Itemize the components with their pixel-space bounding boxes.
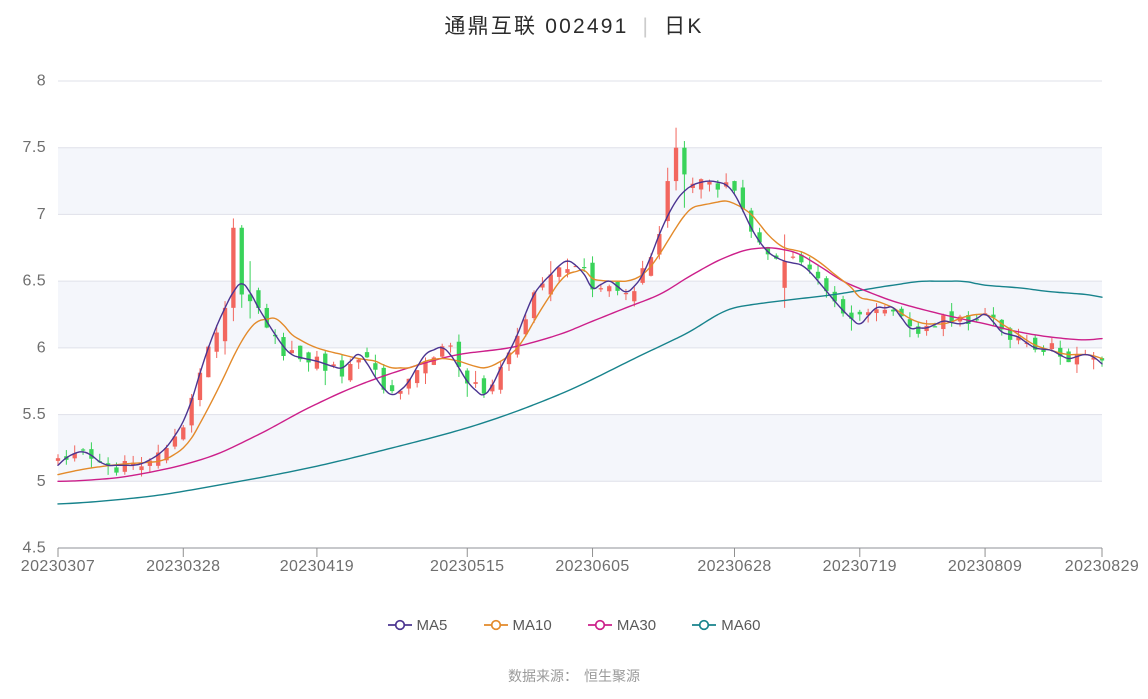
svg-text:20230605: 20230605 (555, 558, 629, 575)
svg-text:8: 8 (37, 73, 46, 90)
svg-text:7: 7 (37, 206, 46, 223)
svg-text:20230419: 20230419 (280, 558, 354, 575)
svg-text:5: 5 (37, 473, 46, 490)
svg-text:20230829: 20230829 (1065, 558, 1139, 575)
svg-text:20230719: 20230719 (823, 558, 897, 575)
svg-text:6.5: 6.5 (23, 273, 46, 290)
svg-text:20230628: 20230628 (697, 558, 771, 575)
svg-text:5.5: 5.5 (23, 406, 46, 423)
svg-text:20230809: 20230809 (948, 558, 1022, 575)
svg-text:20230307: 20230307 (21, 558, 95, 575)
svg-text:6: 6 (37, 339, 46, 356)
svg-text:20230515: 20230515 (430, 558, 504, 575)
svg-text:20230328: 20230328 (146, 558, 220, 575)
svg-text:4.5: 4.5 (23, 540, 46, 557)
svg-text:7.5: 7.5 (23, 139, 46, 156)
